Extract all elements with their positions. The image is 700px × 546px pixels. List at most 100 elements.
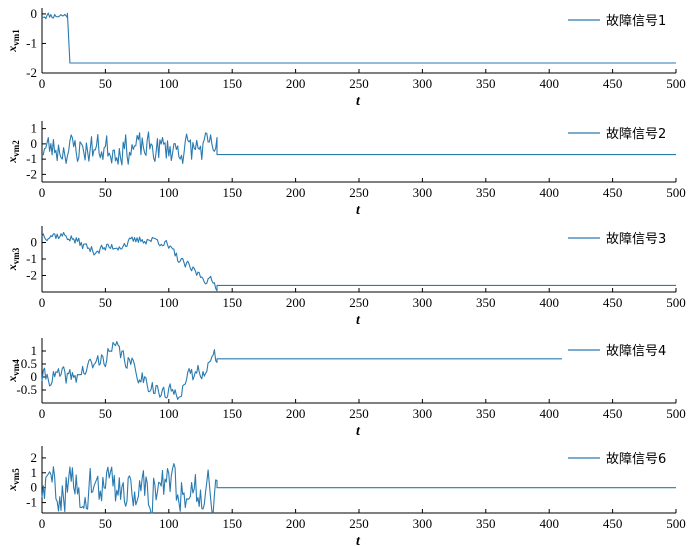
series-line xyxy=(41,341,562,400)
x-tick-label: 400 xyxy=(539,76,559,91)
x-tick-label: 400 xyxy=(539,406,559,421)
x-tick-label: 350 xyxy=(476,295,496,310)
x-tick-label: 50 xyxy=(99,295,112,310)
y-axis-label: xvm1 xyxy=(5,29,21,53)
chart-panel-1: 0 50 100 150 200 250 300 350 400 450 500 0 -1 -2 t xvm1… xyxy=(5,6,686,109)
y-tick-label: -2 xyxy=(26,268,37,283)
x-tick-label: 150 xyxy=(222,516,242,531)
x-tick-label: 200 xyxy=(286,406,306,421)
x-tick-label: 250 xyxy=(349,185,369,200)
series-line xyxy=(41,131,676,166)
y-axis-label-sub: vm1 xyxy=(11,29,21,46)
x-tick-label: 400 xyxy=(539,516,559,531)
y-tick-label: -1 xyxy=(26,35,37,50)
legend-label: 故障信号1 xyxy=(606,14,666,29)
x-axis-label: t xyxy=(356,203,361,218)
x-tick-label: 500 xyxy=(666,76,686,91)
x-tick-label: 350 xyxy=(476,76,496,91)
legend-label: 故障信号2 xyxy=(606,127,666,142)
chart-panel-5: 0 50 100 150 200 250 300 350 400 450 500210-1txvm5… xyxy=(5,446,686,546)
y-tick-label: 0 xyxy=(31,369,38,384)
y-tick-label: 0 xyxy=(31,235,38,250)
x-tick-label: 50 xyxy=(99,76,112,91)
x-tick-label: 300 xyxy=(413,76,433,91)
legend-label: 故障信号4 xyxy=(606,344,666,359)
x-axis-label: t xyxy=(356,313,361,328)
y-axis-label-sub: vm3 xyxy=(11,247,21,264)
y-tick-label: 1 xyxy=(31,121,38,136)
x-tick-label: 350 xyxy=(476,406,496,421)
x-tick-label: 200 xyxy=(286,295,306,310)
x-tick-label: 150 xyxy=(222,76,242,91)
y-tick-label: -1 xyxy=(26,151,37,166)
x-tick-label: 400 xyxy=(539,295,559,310)
x-tick-label: 150 xyxy=(222,406,242,421)
x-tick-label: 50 xyxy=(99,406,112,421)
y-tick-label: 0 xyxy=(31,6,38,21)
x-tick-label: 350 xyxy=(476,516,496,531)
y-tick-label: -2 xyxy=(26,166,37,181)
y-tick-label: 0 xyxy=(31,136,38,151)
x-tick-label: 0 xyxy=(39,406,46,421)
x-tick-label: 0 xyxy=(39,185,46,200)
y-tick-label: -1 xyxy=(26,251,37,266)
y-tick-label: 0.5 xyxy=(21,356,37,371)
x-tick-label: 100 xyxy=(159,516,179,531)
x-tick-label: 200 xyxy=(286,76,306,91)
series-line xyxy=(41,231,676,292)
y-axis-label-var: x xyxy=(5,485,19,492)
x-tick-label: 200 xyxy=(286,185,306,200)
x-tick-label: 250 xyxy=(349,76,369,91)
y-axis-label: xvm4 xyxy=(5,359,21,383)
y-tick-label: 1 xyxy=(31,465,38,480)
x-tick-label: 500 xyxy=(666,185,686,200)
x-tick-label: 0 xyxy=(39,295,46,310)
x-tick-label: 500 xyxy=(666,295,686,310)
x-tick-label: 450 xyxy=(603,76,623,91)
chart-panel-4: 0 50 100 150 200 250 300 350 400 450 50010.50-0.5t… xyxy=(5,338,686,439)
y-axis-label-sub: vm5 xyxy=(11,468,21,485)
y-axis-label: xvm2 xyxy=(5,140,21,164)
x-axis-label: t xyxy=(356,534,361,546)
x-tick-label: 500 xyxy=(666,516,686,531)
y-tick-label: 2 xyxy=(31,450,38,465)
x-tick-label: 100 xyxy=(159,185,179,200)
x-tick-label: 450 xyxy=(603,295,623,310)
x-tick-label: 200 xyxy=(286,516,306,531)
x-tick-label: 250 xyxy=(349,516,369,531)
y-axis-label-var: x xyxy=(5,46,19,53)
x-tick-label: 0 xyxy=(39,76,46,91)
y-axis-label-var: x xyxy=(5,157,19,164)
x-tick-label: 150 xyxy=(222,295,242,310)
x-tick-label: 100 xyxy=(159,406,179,421)
x-tick-label: 450 xyxy=(603,406,623,421)
x-tick-label: 100 xyxy=(159,76,179,91)
y-axis-label-var: x xyxy=(5,264,19,271)
y-tick-label: 1 xyxy=(31,343,38,358)
x-axis-label: t xyxy=(356,424,361,439)
x-tick-label: 300 xyxy=(413,185,433,200)
x-tick-label: 100 xyxy=(159,295,179,310)
y-tick-label: -1 xyxy=(26,495,37,510)
chart-panel-2: 0 50 100 150 200 250 300 350 400 450 50010-1-2txvm… xyxy=(5,121,686,218)
x-tick-label: 250 xyxy=(349,406,369,421)
y-axis-label: xvm3 xyxy=(5,247,21,271)
x-tick-label: 150 xyxy=(222,185,242,200)
x-tick-label: 500 xyxy=(666,406,686,421)
x-axis-label: t xyxy=(356,94,361,109)
legend-label: 故障信号3 xyxy=(606,232,666,247)
x-tick-label: 400 xyxy=(539,185,559,200)
x-tick-label: 300 xyxy=(413,295,433,310)
x-tick-label: 250 xyxy=(349,295,369,310)
y-axis-label-sub: vm4 xyxy=(11,359,21,376)
x-tick-label: 300 xyxy=(413,516,433,531)
x-tick-label: 300 xyxy=(413,406,433,421)
y-tick-label: -2 xyxy=(26,65,37,80)
y-axis-label-sub: vm2 xyxy=(11,140,21,157)
y-axis-label: xvm5 xyxy=(5,468,21,492)
x-tick-label: 350 xyxy=(476,185,496,200)
x-tick-label: 50 xyxy=(99,185,112,200)
x-tick-label: 50 xyxy=(99,516,112,531)
series-line xyxy=(41,463,676,514)
